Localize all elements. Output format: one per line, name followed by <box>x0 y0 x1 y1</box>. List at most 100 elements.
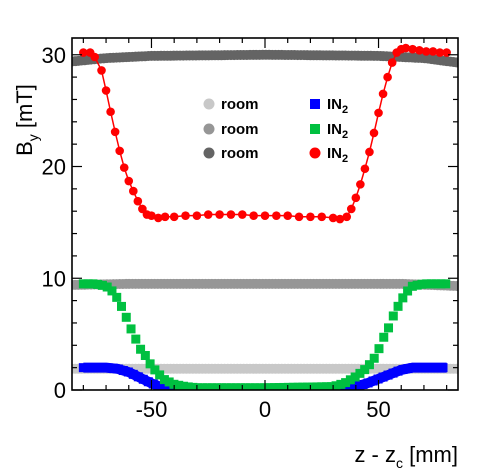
data-point <box>331 381 341 390</box>
data-point <box>131 334 141 344</box>
data-point <box>264 383 274 390</box>
data-point <box>98 363 108 373</box>
data-point <box>336 379 346 389</box>
legend-label-main: room <box>221 145 259 162</box>
data-point <box>328 213 338 223</box>
data-point <box>236 383 246 390</box>
y-axis-title: By [mT] <box>12 84 41 156</box>
x-tick-label: -50 <box>136 397 168 422</box>
plot-area <box>72 43 458 390</box>
data-point <box>181 211 190 220</box>
y-tick-label: 20 <box>42 155 66 180</box>
data-point <box>88 363 98 373</box>
data-point <box>342 212 352 222</box>
data-point <box>97 66 106 75</box>
data-point <box>388 311 398 321</box>
y-axis-title-main: B <box>12 141 37 156</box>
data-point <box>212 383 222 390</box>
data-point <box>103 363 113 373</box>
data-point <box>441 279 451 289</box>
data-point <box>150 365 160 375</box>
axis-ticks <box>72 38 458 391</box>
data-point <box>341 378 351 388</box>
data-point <box>183 382 193 390</box>
data-point <box>384 323 394 333</box>
legend-marker <box>309 147 321 159</box>
data-point <box>435 48 445 57</box>
data-point <box>250 383 260 390</box>
legend-label-sub: 2 <box>342 104 348 116</box>
data-point <box>93 363 103 373</box>
data-point <box>153 213 163 223</box>
x-tick-label: 0 <box>259 397 271 422</box>
data-point <box>169 212 179 222</box>
data-point <box>118 366 128 376</box>
legend-marker <box>203 147 215 159</box>
data-point <box>192 211 202 220</box>
data-point <box>140 351 150 361</box>
data-point <box>403 364 413 374</box>
legend-marker <box>310 124 320 134</box>
data-point <box>136 344 146 354</box>
data-point <box>113 364 123 374</box>
data-point <box>160 212 170 222</box>
x-tick-label: 50 <box>366 397 390 422</box>
legend-label-main: room <box>221 96 259 113</box>
data-point <box>353 381 363 390</box>
y-axis-title-unit: [mT] <box>12 84 37 134</box>
x-axis-title-sub: c <box>396 455 403 471</box>
data-point <box>335 214 345 224</box>
data-point <box>90 52 100 62</box>
data-point <box>387 58 397 67</box>
data-point <box>215 210 224 219</box>
data-point <box>421 47 431 56</box>
data-point <box>307 382 317 390</box>
data-point <box>408 44 417 54</box>
data-point <box>383 370 393 380</box>
data-point <box>147 211 156 220</box>
data-point <box>203 210 213 219</box>
data-point <box>188 382 198 390</box>
legend-item: room <box>203 121 259 138</box>
legend-label: room <box>221 121 259 138</box>
data-point <box>426 279 436 289</box>
data-point <box>126 324 136 334</box>
legend-marker <box>203 98 215 110</box>
data-point <box>312 382 322 390</box>
data-point <box>133 372 143 382</box>
data-point <box>369 128 379 138</box>
data-point <box>356 180 365 189</box>
data-point <box>403 286 413 296</box>
legend-item: IN2 <box>309 145 348 165</box>
data-point <box>298 382 308 390</box>
legend-marker <box>310 99 320 109</box>
data-point <box>123 367 133 377</box>
legend-label: IN2 <box>327 96 348 116</box>
data-point <box>433 363 443 373</box>
data-point <box>274 383 284 390</box>
legend-label-sub: 2 <box>342 129 348 141</box>
data-point <box>401 43 411 53</box>
data-point <box>169 379 179 389</box>
tick-labels: -50 0 50 0 10 20 30 <box>42 43 391 422</box>
data-point <box>145 359 155 369</box>
data-point <box>279 382 289 390</box>
data-point <box>231 383 241 390</box>
legend-label: IN2 <box>327 121 348 141</box>
data-point <box>78 363 88 373</box>
data-point <box>360 164 370 174</box>
legend-label-main: IN <box>327 96 342 113</box>
data-point <box>159 375 169 385</box>
data-point <box>418 363 428 373</box>
data-point <box>133 196 143 206</box>
data-point <box>374 108 383 118</box>
legend-label-main: room <box>221 121 259 138</box>
data-point <box>293 382 303 390</box>
data-point <box>369 353 379 363</box>
data-point <box>322 382 332 390</box>
data-point <box>415 45 424 55</box>
x-axis-title-main: z - z <box>354 442 396 467</box>
data-point <box>88 279 98 289</box>
data-point <box>148 379 158 389</box>
